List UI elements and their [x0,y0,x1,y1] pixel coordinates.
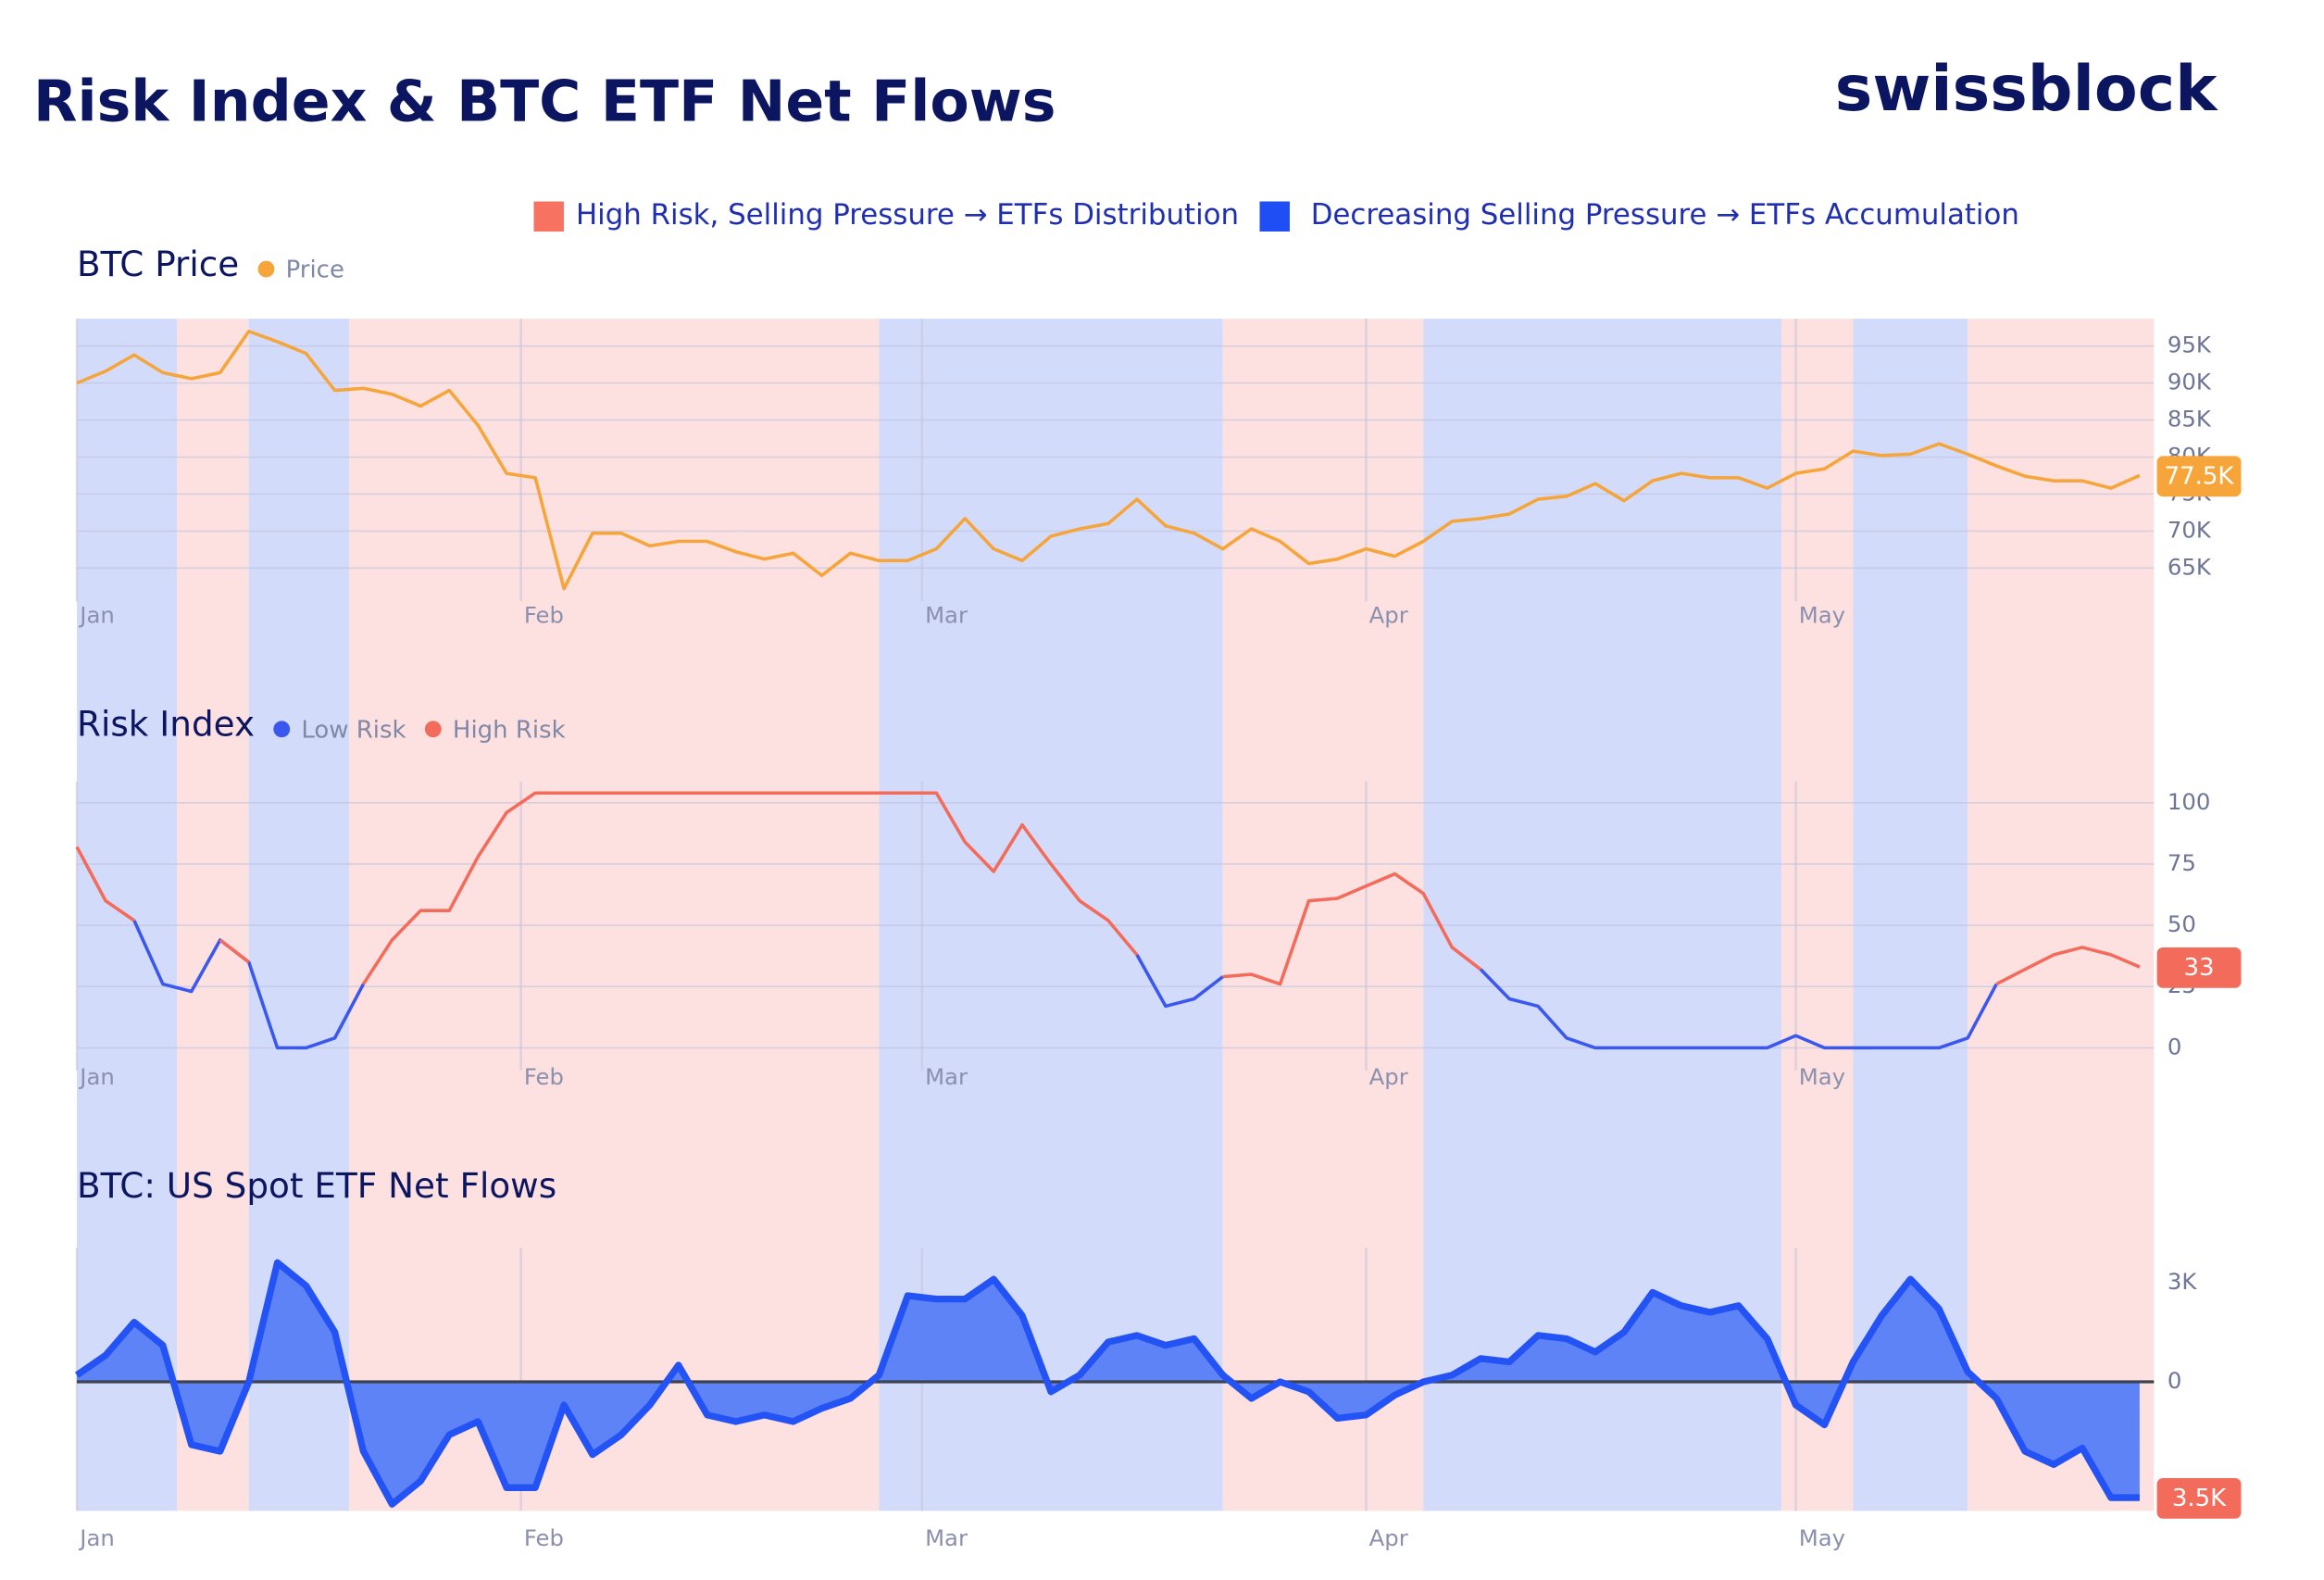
legend-swatch [533,201,564,232]
legend-label: High Risk, Selling Pressure → ETFs Distr… [576,198,1239,232]
regime-band [1781,319,1854,1511]
end-label-box [2156,456,2242,497]
x-tick-label: Feb [524,602,564,629]
x-tick-label: Feb [524,1524,564,1551]
end-label: 33 [2183,954,2214,982]
panel-title: BTC: US Spot ETF Net Flows [77,1165,556,1206]
x-tick-label: Apr [1369,1063,1408,1090]
legend-swatch [1259,201,1290,232]
legend-dot [424,721,442,738]
line [76,329,2141,591]
x-tick-label: Mar [925,602,968,629]
area [77,1262,2140,1505]
x-tick-label: Apr [1369,602,1408,629]
x-tick-label: Feb [524,1063,564,1090]
x-tick-label: Jan [78,602,115,629]
legend-dot [257,260,275,278]
chart-title: Risk Index & BTC ETF Net Flows [33,69,1056,135]
legend-label: Decreasing Selling Pressure → ETFs Accum… [1311,198,2019,232]
x-tick-label: May [1799,602,1845,629]
y-tick-label: 0 [2168,1033,2181,1060]
legend-label: Low Risk [301,716,406,744]
y-tick-label: 70K [2168,516,2212,543]
x-tick-label: Jan [78,1524,115,1551]
y-tick-label: 90K [2168,369,2212,395]
y-tick-label: 75 [2168,849,2196,876]
line [75,791,2141,986]
legend-label: High Risk [453,716,566,744]
x-tick-label: Mar [925,1063,968,1090]
regime-band [348,319,880,1511]
y-tick-label: 0 [2168,1367,2181,1394]
end-label-box [2156,1477,2242,1519]
y-tick-label: 65K [2168,553,2212,580]
y-tick-label: 85K [2168,406,2212,433]
line [74,1259,2140,1508]
x-tick-label: Apr [1369,1524,1408,1551]
y-tick-label: 95K [2168,332,2212,358]
end-label-box [2156,947,2242,988]
end-label: 3.5K [2172,1485,2227,1512]
regime-band [177,319,249,1511]
line [132,920,1998,1050]
x-tick-label: May [1799,1524,1845,1551]
legend-label: Price [286,257,344,284]
y-tick-label: 50 [2168,910,2196,937]
legend-dot [273,721,291,738]
regime-band [1222,319,1424,1511]
logo: swissblock [1835,53,2218,126]
x-tick-label: Mar [925,1524,968,1551]
x-tick-label: May [1799,1063,1845,1090]
regime-band [1968,319,2155,1511]
panel-title: BTC Price [77,244,239,284]
y-tick-label: 3K [2168,1268,2197,1295]
x-tick-label: Jan [78,1063,115,1090]
y-tick-label: 100 [2168,788,2210,815]
end-label: 77.5K [2165,463,2235,491]
panel-title: Risk Index [77,704,255,745]
